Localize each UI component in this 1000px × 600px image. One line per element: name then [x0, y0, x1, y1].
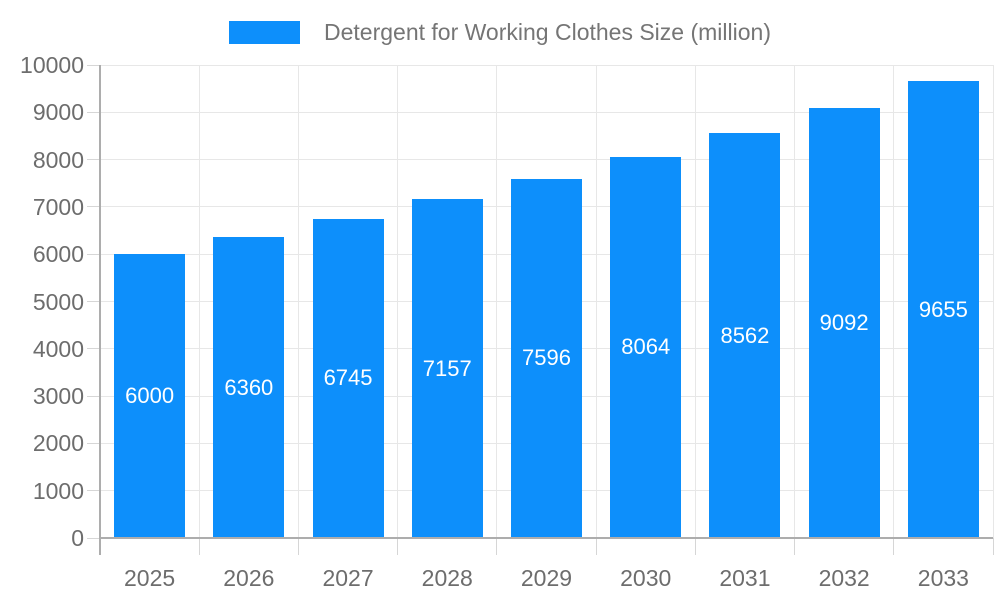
- y-axis-tick-label: 3000: [32, 383, 84, 410]
- x-axis-tick: [297, 538, 299, 555]
- y-axis-tick: [87, 301, 100, 302]
- x-axis-label-2025: 2025: [124, 565, 176, 591]
- y-axis-tick-label: 1000: [32, 477, 84, 504]
- gridline-vertical: [794, 65, 796, 538]
- gridline-vertical: [992, 65, 994, 538]
- legend-swatch: [229, 20, 301, 44]
- bar-value-label: 8562: [720, 322, 770, 348]
- gridline-vertical: [198, 65, 200, 538]
- y-axis-line: [99, 65, 101, 555]
- x-axis-label-2032: 2032: [818, 565, 870, 591]
- x-axis-tick: [595, 538, 597, 555]
- bar-value-label: 6000: [125, 383, 175, 409]
- x-axis-label-2027: 2027: [322, 565, 374, 591]
- y-axis-tick: [87, 253, 100, 255]
- y-axis-tick: [87, 395, 100, 397]
- y-axis-tick: [87, 64, 100, 66]
- x-axis-line: [100, 537, 993, 539]
- bar-value-label: 9092: [819, 309, 869, 335]
- x-axis-tick: [397, 538, 399, 555]
- x-axis-label-2031: 2031: [719, 565, 771, 591]
- gridline-vertical: [496, 65, 498, 538]
- bar-2026[interactable]: 6360: [213, 237, 285, 538]
- y-axis-tick: [87, 159, 100, 161]
- bar-2025[interactable]: 6000: [114, 254, 186, 538]
- gridline-vertical: [397, 65, 399, 538]
- bar-value-label: 9655: [918, 296, 968, 322]
- bar-2030[interactable]: 8064: [610, 156, 682, 538]
- bar-2029[interactable]: 7596: [511, 178, 582, 538]
- y-axis-tick: [87, 490, 100, 492]
- legend-label: Detergent for Working Clothes Size (mill…: [324, 19, 771, 45]
- x-axis-tick: [992, 538, 994, 555]
- bar-2027[interactable]: 6745: [312, 218, 384, 538]
- x-axis-tick: [198, 538, 200, 555]
- bar-value-label: 6745: [323, 365, 373, 391]
- bar-2032[interactable]: 9092: [808, 107, 880, 538]
- gridline-horizontal: [100, 111, 993, 113]
- gridline-horizontal: [100, 64, 993, 66]
- y-axis-tick-label: 6000: [32, 241, 84, 268]
- bar-value-label: 8064: [621, 334, 671, 360]
- bar-value-label: 6360: [224, 374, 274, 400]
- y-axis-tick-label: 0: [71, 525, 84, 551]
- y-axis-tick: [87, 206, 100, 208]
- bar-2028[interactable]: 7157: [411, 199, 483, 538]
- legend[interactable]: Detergent for Working Clothes Size (mill…: [0, 17, 1000, 47]
- bar-value-label: 7596: [522, 345, 571, 371]
- x-axis-tick: [496, 538, 498, 555]
- y-axis-tick: [87, 348, 100, 350]
- bar-2031[interactable]: 8562: [709, 133, 781, 538]
- bar-value-label: 7157: [422, 355, 472, 381]
- x-axis-label-2033: 2033: [917, 565, 969, 591]
- gridline-horizontal: [100, 159, 993, 161]
- gridline-vertical: [893, 65, 895, 538]
- x-axis-label-2026: 2026: [223, 565, 275, 591]
- y-axis-tick-label: 5000: [32, 288, 84, 315]
- y-axis-tick-label: 4000: [32, 335, 84, 362]
- x-axis-tick: [694, 538, 696, 555]
- gridline-vertical: [297, 65, 299, 538]
- y-axis-tick-label: 2000: [32, 430, 84, 457]
- x-axis-label-2030: 2030: [620, 565, 672, 591]
- y-axis-tick-label: 10000: [20, 52, 84, 78]
- y-axis-tick: [87, 537, 100, 539]
- x-axis-tick: [794, 538, 796, 555]
- x-axis-label-2029: 2029: [520, 565, 573, 591]
- x-axis-label-2028: 2028: [421, 565, 473, 591]
- y-axis-tick-label: 9000: [32, 99, 84, 126]
- y-axis-tick: [87, 442, 100, 444]
- gridline-vertical: [595, 65, 597, 538]
- y-axis-tick-label: 8000: [32, 146, 84, 173]
- y-axis-tick-label: 7000: [32, 193, 84, 220]
- x-axis-tick: [893, 538, 895, 555]
- y-axis-tick: [87, 111, 100, 113]
- bar-2033[interactable]: 9655: [907, 81, 979, 538]
- gridline-vertical: [694, 65, 696, 538]
